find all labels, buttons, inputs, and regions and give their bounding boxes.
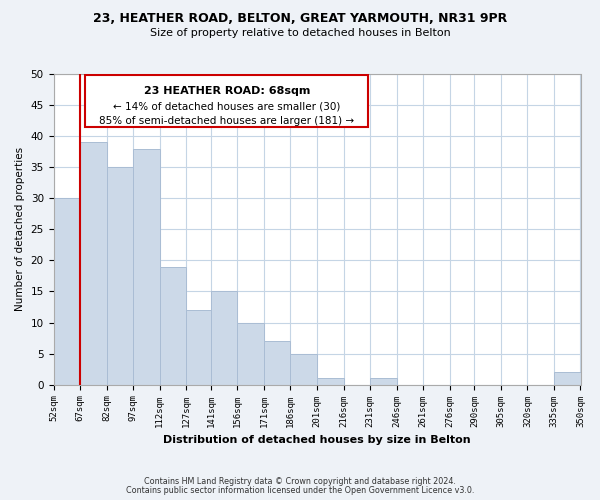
- X-axis label: Distribution of detached houses by size in Belton: Distribution of detached houses by size …: [163, 435, 471, 445]
- Text: Size of property relative to detached houses in Belton: Size of property relative to detached ho…: [149, 28, 451, 38]
- Y-axis label: Number of detached properties: Number of detached properties: [15, 148, 25, 312]
- Bar: [80, 142, 107, 384]
- Bar: [290, 354, 317, 384]
- Bar: [554, 372, 581, 384]
- Text: 23 HEATHER ROAD: 68sqm: 23 HEATHER ROAD: 68sqm: [143, 86, 310, 97]
- Text: Contains public sector information licensed under the Open Government Licence v3: Contains public sector information licen…: [126, 486, 474, 495]
- Bar: [238, 322, 264, 384]
- Text: 85% of semi-detached houses are larger (181) →: 85% of semi-detached houses are larger (…: [99, 116, 355, 126]
- Bar: [317, 378, 344, 384]
- Bar: [160, 266, 186, 384]
- Bar: [264, 341, 290, 384]
- Bar: [85, 75, 368, 127]
- Text: ← 14% of detached houses are smaller (30): ← 14% of detached houses are smaller (30…: [113, 102, 341, 112]
- Text: Contains HM Land Registry data © Crown copyright and database right 2024.: Contains HM Land Registry data © Crown c…: [144, 477, 456, 486]
- Bar: [186, 310, 211, 384]
- Bar: [133, 148, 160, 384]
- Bar: [53, 198, 80, 384]
- Bar: [107, 167, 133, 384]
- Text: 23, HEATHER ROAD, BELTON, GREAT YARMOUTH, NR31 9PR: 23, HEATHER ROAD, BELTON, GREAT YARMOUTH…: [93, 12, 507, 26]
- Bar: [370, 378, 397, 384]
- Bar: [211, 292, 238, 384]
